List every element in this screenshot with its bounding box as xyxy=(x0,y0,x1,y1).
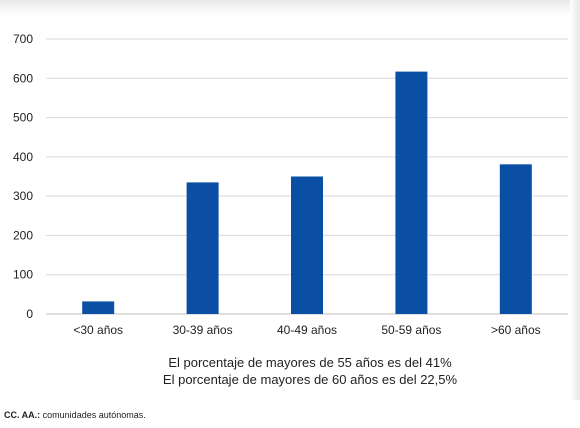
x-tick-label: 40-49 años xyxy=(277,323,337,337)
x-tick-label: >60 años xyxy=(491,323,541,337)
footnote-label: CC. AA.: xyxy=(4,410,41,420)
x-axis-ticks: <30 años 30-39 años 40-49 años 50-59 años >6… xyxy=(73,323,540,337)
bar-chart: 0 100 200 300 400 500 600 700 <30 años 30-39 año… xyxy=(13,32,568,337)
y-tick-label: 400 xyxy=(13,150,33,164)
top-shade xyxy=(0,0,580,16)
y-tick-label: 500 xyxy=(13,111,33,125)
footnote-text: comunidades autónomas. xyxy=(40,410,146,420)
y-tick-label: 200 xyxy=(13,228,33,242)
note-line-1: El porcentaje de mayores de 55 años es d… xyxy=(168,355,452,370)
x-tick-label: 30-39 años xyxy=(173,323,233,337)
y-tick-label: 700 xyxy=(13,32,33,46)
note-line-2: El porcentaje de mayores de 60 años es d… xyxy=(162,372,458,387)
y-axis-ticks: 0 100 200 300 400 500 600 700 xyxy=(13,32,33,321)
bars xyxy=(82,71,532,314)
x-tick-label: <30 años xyxy=(73,323,123,337)
bar xyxy=(395,71,428,314)
x-tick-label: 50-59 años xyxy=(381,323,441,337)
bar xyxy=(186,182,219,314)
bar xyxy=(82,301,115,314)
y-tick-label: 600 xyxy=(13,71,33,85)
y-tick-label: 0 xyxy=(26,307,33,321)
right-shade xyxy=(570,0,580,400)
bar xyxy=(499,164,532,314)
footnote: CC. AA.: comunidades autónomas. xyxy=(4,410,146,420)
bar xyxy=(291,176,323,314)
y-tick-label: 300 xyxy=(13,189,33,203)
y-tick-label: 100 xyxy=(13,268,33,282)
